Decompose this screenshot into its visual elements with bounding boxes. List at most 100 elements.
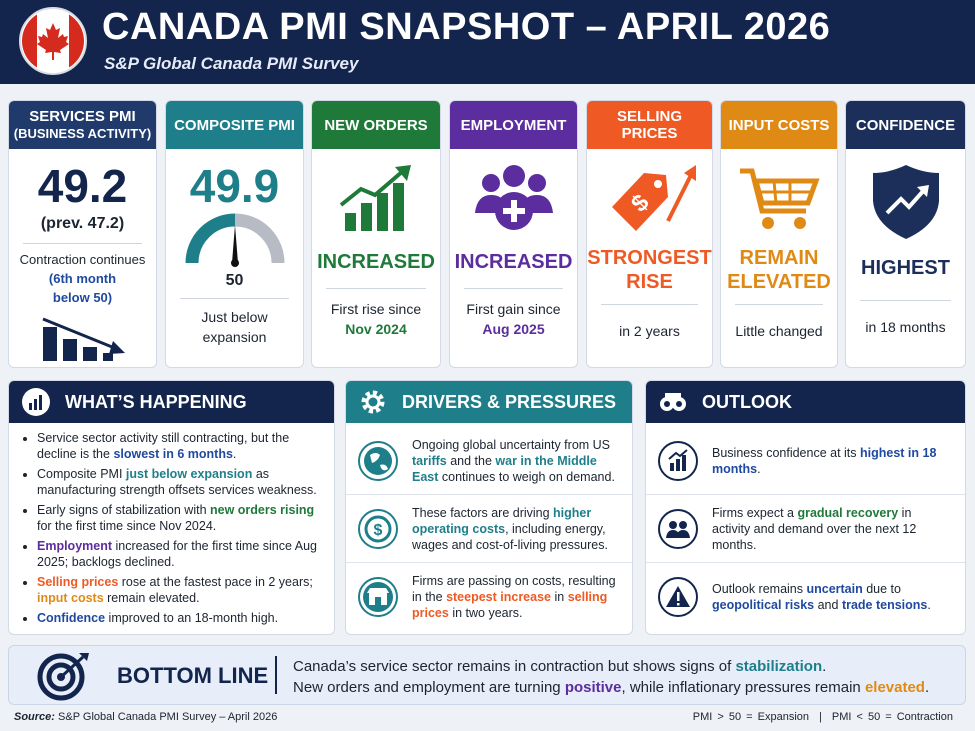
item-icon: $ (358, 508, 398, 549)
card-title: COMPOSITE PMI (174, 116, 295, 134)
text-segment: These factors are driving (412, 505, 554, 520)
text-segment: . (924, 679, 930, 696)
panel-icon (22, 388, 50, 416)
card-title: SERVICES PMI (29, 108, 136, 125)
text-segment: remain elevated. (103, 590, 200, 605)
text-segment: Employment (37, 539, 113, 553)
text-segment: Confidence (37, 611, 106, 625)
panel-icon (361, 390, 385, 414)
text-segment: war in the Middle East (412, 453, 597, 484)
text-segment: tariffs (412, 453, 447, 468)
status: REMAIN ELEVATED (721, 246, 837, 294)
text-segment: selling prices (412, 590, 608, 620)
text-segment: for the first time since Nov 2024. (37, 518, 217, 533)
detail-line: Little changed (735, 323, 823, 339)
flag-icon (19, 7, 87, 75)
text-segment: improved to an 18-month high. (105, 611, 279, 625)
bottom-line-line: New orders and employment are turning po… (293, 677, 929, 698)
title: CANADA PMI SNAPSHOT – APRIL 2026 (102, 6, 831, 48)
item-text: Firms are passing on costs, resulting in… (412, 573, 620, 621)
item: Firms expect a gradual recovery in activ… (646, 495, 965, 563)
card: EMPLOYMENT INCREASED First gain since Aug… (449, 100, 578, 368)
card-header: SELLING PRICES (587, 101, 712, 149)
card-header: CONFIDENCE (846, 101, 965, 149)
card-header: SERVICES PMI (BUSINESS ACTIVITY) (9, 101, 156, 149)
item-icon (358, 577, 398, 617)
status-line: RISE (626, 271, 673, 293)
card-title: EMPLOYMENT (460, 116, 567, 134)
source: Source: S&P Global Canada PMI Survey – A… (14, 711, 277, 723)
item-text: Firms expect a gradual recovery in activ… (712, 505, 953, 553)
item: Outlook remains uncertain due to geopoli… (646, 563, 965, 631)
gauge-label: 50 (225, 272, 244, 289)
card: COMPOSITE PMI 49.9 50 Just below expansio… (165, 100, 304, 368)
status-line: REMAIN (739, 247, 819, 269)
detail-line: below 50) (52, 290, 113, 305)
svg-text:$: $ (374, 522, 383, 539)
text-segment: Business confidence at its (712, 445, 860, 460)
text-segment: elevated (864, 679, 925, 696)
status-line: INCREASED (317, 251, 435, 273)
text-segment: geopolitical risks (712, 598, 815, 612)
text-segment: Firms expect a (712, 505, 798, 520)
text-segment: uncertain (806, 582, 863, 596)
text-segment: slowest in 6 months (113, 446, 233, 461)
item: $ These factors are driving higher operat… (346, 495, 632, 563)
item-text: These factors are driving higher operati… (412, 505, 620, 553)
text-segment: Service sector activity still contractin… (37, 431, 290, 461)
card-title: SELLING PRICES (616, 108, 682, 142)
source-text: S&P Global Canada PMI Survey – April 202… (58, 711, 278, 723)
text-segment: Selling prices (37, 575, 119, 589)
panel-title: WHAT’S HAPPENING (65, 391, 247, 412)
text-segment: due to (862, 582, 901, 596)
header: CANADA PMI SNAPSHOT – APRIL 2026 S&P Glo… (0, 0, 975, 84)
text-segment: just below expansion (125, 467, 253, 481)
text-segment: in two years. (448, 606, 523, 620)
text-segment: higher operating costs (412, 505, 592, 536)
detail: in 18 months (846, 317, 965, 337)
item: Firms are passing on costs, resulting in… (346, 563, 632, 631)
legend: PMI > 50 = Expansion | PMI < 50 = Contract… (683, 711, 953, 723)
detail: First gain since Aug 2025 (450, 299, 577, 339)
detail-line: in 18 months (865, 319, 946, 335)
bullet: Employment increased for the first time … (37, 539, 320, 570)
item-text: Ongoing global uncertainty from US tarif… (412, 437, 620, 485)
item-text: Outlook remains uncertain due to geopoli… (712, 581, 953, 613)
text-segment: , including energy, wages and cost-of-li… (412, 521, 608, 552)
item-icon (658, 577, 698, 617)
card: NEW ORDERS INCREASED First rise since Nov… (311, 100, 441, 368)
text-segment: rose at the fastest pace in 2 years; (118, 575, 313, 589)
bottom-line-title: BOTTOM LINE (117, 663, 269, 688)
text-segment: in (551, 590, 568, 604)
text-segment: gradual recovery (797, 505, 899, 520)
item-icon (658, 440, 698, 481)
detail-line: in 2 years (619, 323, 680, 339)
text-segment: Ongoing global uncertainty from US (412, 437, 611, 452)
card: INPUT COSTS REMAIN ELEVATED Little change… (720, 100, 838, 368)
text-segment: input costs (37, 590, 104, 605)
bottom-line-line: Canada’s service sector remains in contr… (293, 656, 929, 677)
detail-line: Aug 2025 (482, 321, 545, 337)
source-label: Source: (14, 711, 55, 723)
card: CONFIDENCE HIGHEST in 18 months (845, 100, 966, 368)
detail-line: expansion (202, 329, 267, 345)
status-line: STRONGEST (587, 247, 712, 269)
status: HIGHEST (846, 256, 965, 280)
status-line: ELEVATED (727, 271, 831, 293)
detail-line: Nov 2024 (345, 321, 407, 337)
card: SELLING PRICES $ STRONGEST RISE in 2 year… (586, 100, 713, 368)
text-segment: highest in 18 months (712, 445, 937, 476)
gauge-icon (185, 213, 284, 267)
text-segment: in activity and demand over the next 12 … (712, 505, 917, 552)
text-segment: increased for the first time since Aug 2… (37, 539, 317, 569)
panel-header: WHAT’S HAPPENING (9, 381, 334, 423)
detail: Little changed (721, 321, 837, 341)
text-segment: continues to weigh on demand. (438, 469, 615, 484)
panel-header: OUTLOOK (646, 381, 965, 423)
status: INCREASED (450, 250, 577, 274)
panel: DRIVERS & PRESSURES Ongoing global uncer… (345, 380, 633, 635)
bottom-line: BOTTOM LINE Canada’s service sector rema… (8, 645, 966, 705)
text-segment: . (927, 598, 931, 612)
status-line: HIGHEST (861, 257, 950, 279)
detail-line: Just below (201, 309, 268, 325)
